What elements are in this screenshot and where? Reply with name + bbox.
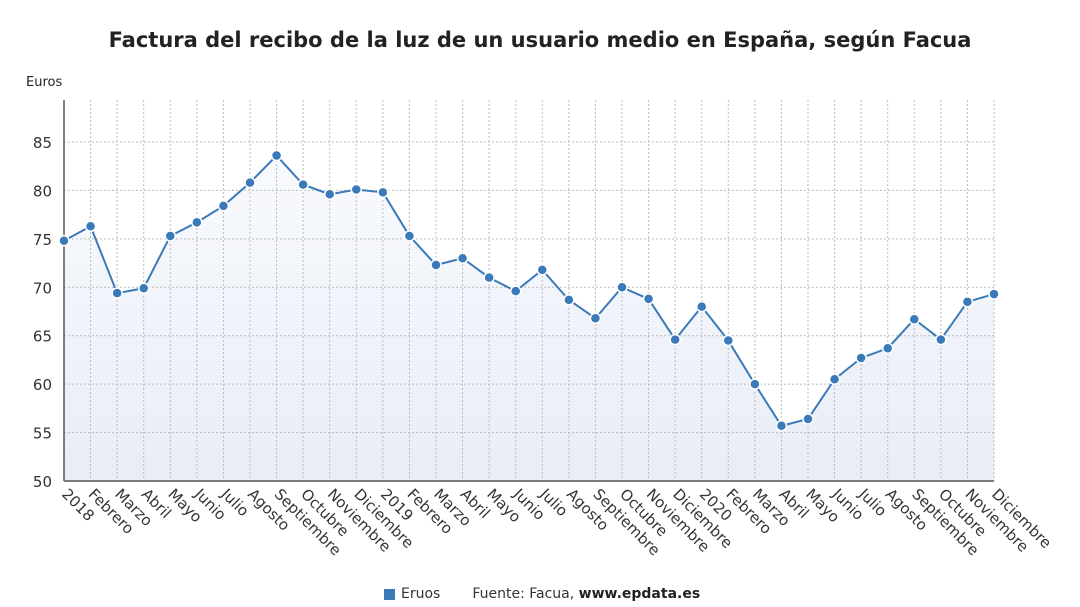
y-tick-label: 65: [33, 328, 52, 346]
legend-label: Eruos: [401, 586, 441, 602]
data-point: [828, 373, 841, 386]
data-point: [881, 342, 894, 355]
data-point: [456, 252, 469, 264]
data-point: [164, 230, 177, 242]
area-fill: [64, 155, 994, 481]
source-prefix: Fuente: Facua,: [472, 586, 575, 602]
data-point: [563, 294, 575, 306]
data-point: [244, 176, 256, 189]
data-point: [935, 333, 947, 346]
data-point: [297, 178, 309, 191]
data-point: [642, 293, 655, 305]
data-point: [616, 281, 628, 294]
y-axis-label: Euros: [26, 75, 63, 90]
source-note: Fuente: Facua, www.epdata.es: [472, 586, 700, 602]
data-point: [802, 413, 814, 425]
data-point: [509, 285, 522, 297]
data-point: [988, 288, 1000, 300]
data-point: [961, 296, 974, 308]
y-tick-label: 75: [33, 231, 52, 249]
data-point: [589, 312, 602, 325]
data-point: [191, 216, 203, 229]
y-tick-label: 85: [33, 134, 52, 152]
data-point: [669, 333, 681, 346]
data-point: [403, 230, 416, 242]
line-chart: 50556065707580852018FebreroMarzoAbrilMay…: [33, 100, 1055, 559]
data-point: [430, 259, 442, 271]
data-point: [749, 378, 761, 390]
data-point: [855, 352, 867, 364]
data-point: [323, 188, 336, 201]
y-tick-label: 70: [33, 279, 52, 297]
legend-swatch: [384, 588, 395, 600]
data-point: [536, 264, 549, 276]
data-point: [270, 149, 283, 162]
y-tick-label: 55: [33, 425, 52, 443]
source-site[interactable]: www.epdata.es: [578, 586, 701, 602]
data-point: [350, 183, 363, 196]
data-point: [722, 334, 735, 347]
data-point: [483, 271, 495, 284]
data-point: [217, 200, 230, 212]
data-point: [775, 420, 788, 432]
data-point: [137, 282, 150, 295]
data-point: [58, 235, 70, 247]
data-point: [84, 220, 97, 233]
data-point: [908, 313, 921, 325]
data-point: [695, 300, 708, 313]
y-tick-label: 50: [33, 473, 52, 491]
data-point: [111, 287, 123, 299]
chart-title: Factura del recibo de la luz de un usuar…: [108, 28, 972, 52]
y-tick-label: 80: [33, 182, 52, 200]
y-tick-label: 60: [33, 376, 52, 394]
data-point: [377, 186, 389, 199]
legend: Eruos Fuente: Facua, www.epdata.es: [384, 586, 700, 602]
